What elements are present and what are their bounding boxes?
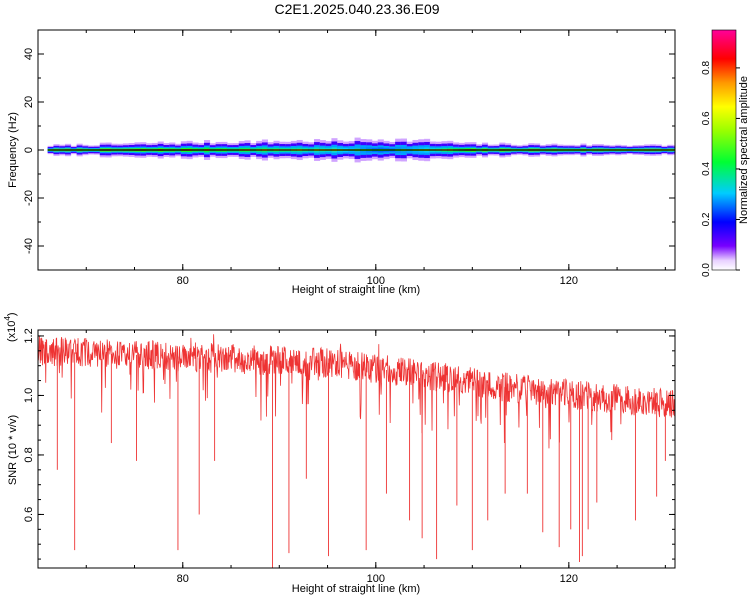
snr-panel: 80 100 120 0.6 0.8 1.0 1.2 Height of straight … — [3, 312, 676, 595]
snr-series-line — [38, 334, 675, 449]
figure-title: C2E1.2025.040.23.36.E09 — [274, 1, 439, 17]
snr-ytick-label: 0.6 — [23, 507, 35, 522]
snr-xlabel: Height of straight line (km) — [292, 583, 420, 595]
snr-xtick-label: 120 — [560, 573, 578, 585]
spectrogram-xtick-label: 100 — [367, 275, 385, 287]
spectrogram-xtick-label: 80 — [177, 275, 189, 287]
spectrogram-ytick-label: 20 — [23, 96, 35, 108]
svg-text:(x104): (x104) — [3, 312, 18, 342]
colorbar-tick-label: 0.8 — [701, 61, 712, 75]
colorbar-ticks: 0.0 0.2 0.4 0.6 0.8 — [701, 61, 740, 277]
colorbar-gradient — [712, 30, 736, 270]
snr-multiplier-exponent: 4 — [3, 316, 12, 321]
snr-ytick-label: 1.2 — [23, 328, 35, 343]
snr-ytick-label: 0.8 — [23, 447, 35, 462]
spectrogram-ylabel: Frequency (Hz) — [7, 112, 19, 188]
snr-xtick-label: 100 — [367, 573, 385, 585]
snr-ylabel: SNR (10 * v/v) — [7, 415, 19, 485]
colorbar-tick-label: 0.4 — [701, 162, 712, 176]
colorbar-tick-label: 0.6 — [701, 111, 712, 125]
snr-ytick-label: 1.0 — [23, 388, 35, 403]
spectrogram-ytick-label: 0 — [23, 147, 35, 153]
colorbar-tick-label: 0.2 — [701, 212, 712, 226]
snr-multiplier: (x104) — [3, 312, 18, 342]
colorbar-tick-label: 0.0 — [701, 263, 712, 277]
snr-multiplier-close: ) — [6, 312, 18, 316]
snr-ticks: 80 100 120 0.6 0.8 1.0 1.2 — [23, 328, 675, 585]
spectrogram-ytick-label: -40 — [23, 238, 35, 254]
colorbar-frame — [711, 29, 737, 271]
spectrogram-ticks: 80 100 120 -40 -20 0 20 40 — [23, 29, 675, 287]
spectrogram-xlabel: Height of straight line (km) — [292, 284, 420, 296]
spectrogram-xtick-label: 120 — [560, 275, 578, 287]
colorbar: 0.0 0.2 0.4 0.6 0.8 Normalized spectral ampl… — [701, 29, 750, 277]
spectrogram-heatmap — [47, 137, 675, 163]
snr-multiplier-base: (x10 — [6, 321, 18, 342]
spectrogram-ytick-label: 40 — [23, 48, 35, 60]
snr-frame — [37, 329, 676, 569]
colorbar-label: Normalized spectral amplitude — [738, 76, 750, 224]
snr-dips — [56, 351, 666, 568]
snr-xtick-label: 80 — [177, 573, 189, 585]
spectrogram-ytick-label: -20 — [23, 190, 35, 206]
spectrogram-panel: 80 100 120 -40 -20 0 20 40 Height of straight l… — [7, 29, 676, 296]
